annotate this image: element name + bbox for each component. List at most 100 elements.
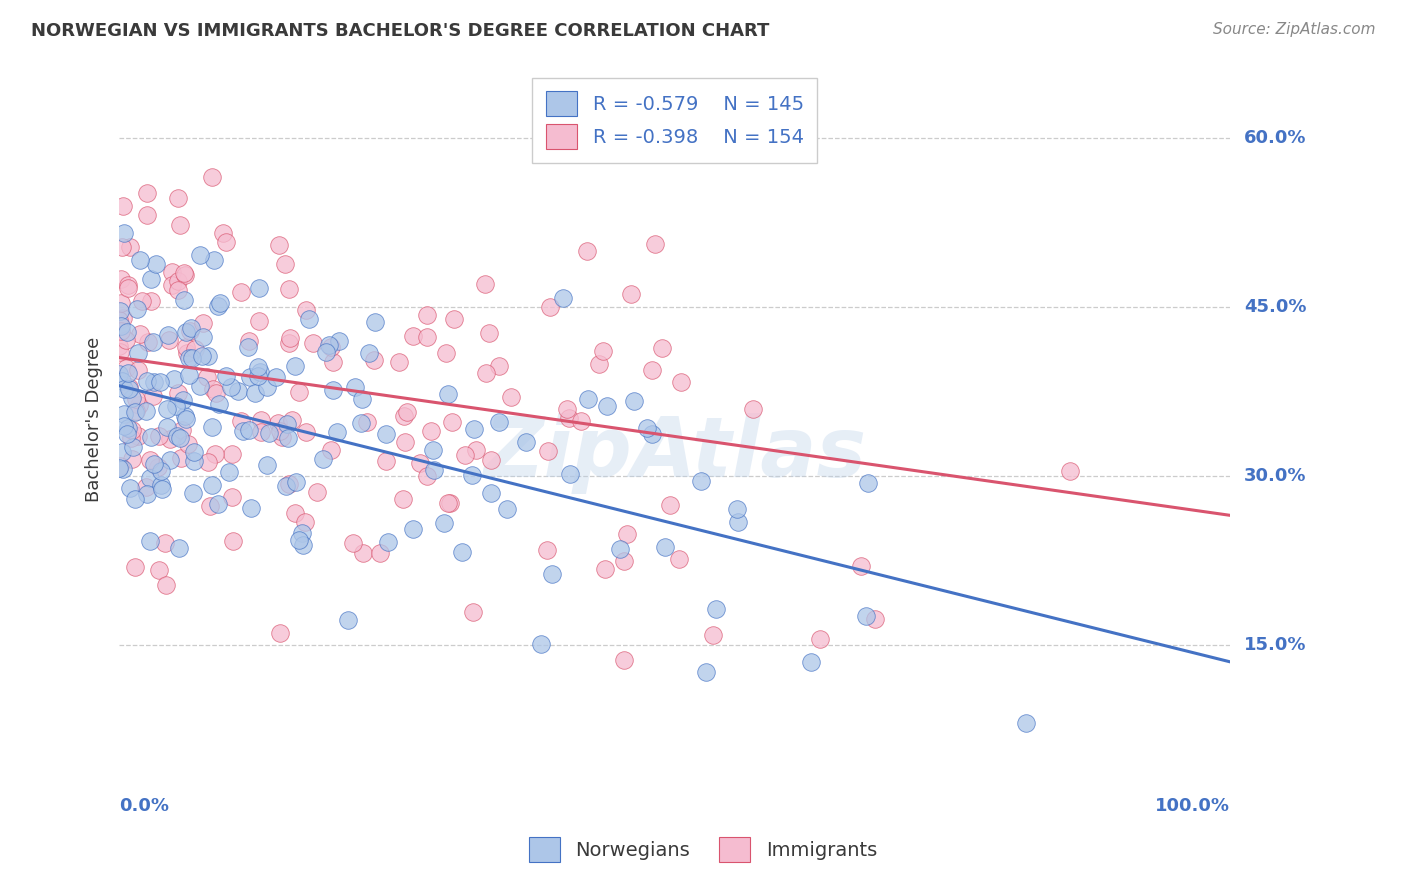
Point [135,186,157,200]
Point [124,559,146,574]
Point [704,601,727,615]
Point [249,281,271,295]
Point [402,329,425,343]
Point [202,252,225,267]
Point [188,378,211,392]
Point [851,559,873,574]
Point [121,423,143,437]
Point [150,482,173,496]
Point [651,341,673,355]
Point [174,411,197,425]
Point [433,516,456,530]
Point [337,613,360,627]
Point [274,257,297,271]
Point [298,312,321,326]
Point [143,375,166,389]
Point [555,402,578,417]
Point [257,426,280,441]
Point [141,335,163,350]
Point [191,350,214,364]
Point [420,425,443,439]
Point [463,605,485,619]
Point [201,478,224,492]
Point [108,313,131,327]
Point [166,429,188,443]
Point [197,349,219,363]
Point [136,208,159,222]
Text: ZipAtlas: ZipAtlas [484,413,866,494]
Point [249,365,271,379]
Point [142,389,165,403]
Point [342,536,364,550]
Point [388,355,411,369]
Point [475,367,498,381]
Point [394,435,416,450]
Point [169,541,191,556]
Point [463,422,485,436]
Point [1015,715,1038,730]
Point [155,535,177,549]
Point [167,386,190,401]
Point [114,360,136,375]
Text: Source: ZipAtlas.com: Source: ZipAtlas.com [1212,22,1375,37]
Point [501,390,523,404]
Point [439,496,461,510]
Point [352,546,374,560]
Point [121,392,143,406]
Point [690,475,713,489]
Point [654,540,676,554]
Point [193,330,215,344]
Point [112,382,135,396]
Point [810,632,832,647]
Point [125,404,148,418]
Point [128,252,150,267]
Point [136,374,159,388]
Point [117,427,139,442]
Point [249,413,271,427]
Point [111,445,134,459]
Point [131,293,153,308]
Point [112,419,135,434]
Point [569,414,592,428]
Point [174,409,197,424]
Point [157,327,180,342]
Point [641,426,664,441]
Point [284,507,307,521]
Point [115,325,138,339]
Point [221,490,243,504]
Point [195,369,218,384]
Point [465,442,488,457]
Point [276,479,298,493]
Point [118,481,141,495]
Point [110,324,132,338]
Point [159,453,181,467]
Point [588,358,610,372]
Point [416,469,439,483]
Point [180,351,202,365]
Point [644,237,666,252]
Point [232,424,254,438]
Point [322,383,344,397]
Point [148,563,170,577]
Point [180,321,202,335]
Point [350,392,373,406]
Text: 15.0%: 15.0% [1244,636,1306,654]
Point [111,240,134,254]
Point [176,346,198,360]
Point [212,226,235,240]
Point [281,413,304,427]
Point [114,334,136,348]
Point [155,578,177,592]
Point [284,475,307,489]
Point [145,257,167,271]
Point [636,421,658,435]
Point [149,376,172,390]
Point [454,449,477,463]
Point [269,625,291,640]
Point [141,294,163,309]
Point [702,628,724,642]
Point [477,326,499,340]
Point [218,466,240,480]
Point [177,351,200,365]
Point [159,432,181,446]
